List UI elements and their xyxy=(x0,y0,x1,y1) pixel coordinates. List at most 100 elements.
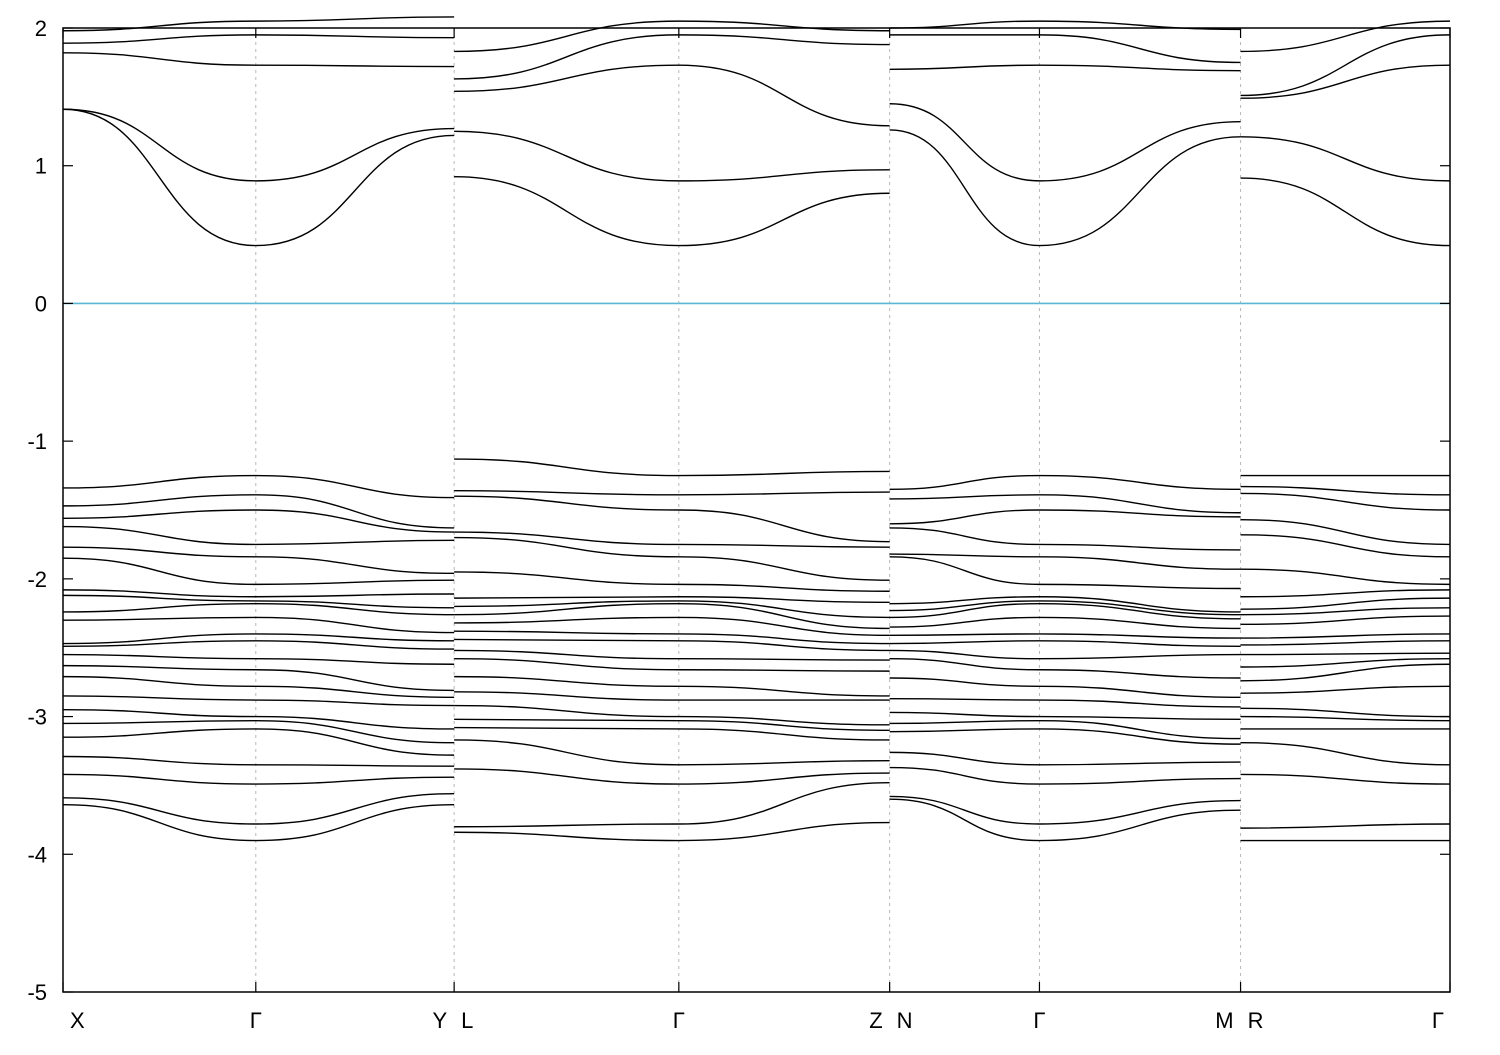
band-line xyxy=(454,600,890,619)
y-tick-label: 1 xyxy=(35,154,47,179)
band-line xyxy=(454,596,890,603)
band-line xyxy=(1240,773,1451,785)
band-line xyxy=(62,708,455,730)
band-line xyxy=(62,633,455,645)
band-line xyxy=(454,176,890,247)
y-axis: 2 1 0 -1 -2 -3 -4 -5 xyxy=(27,16,1450,1005)
band-line xyxy=(1240,518,1451,546)
k-point-label: M xyxy=(1215,1008,1233,1033)
k-point-label: Z xyxy=(869,1008,882,1033)
k-point-label: N xyxy=(897,1008,913,1033)
band-line xyxy=(1240,742,1451,766)
band-line xyxy=(454,602,890,630)
band-line xyxy=(454,531,890,548)
band-line xyxy=(889,795,1241,825)
k-point-label: Γ xyxy=(673,1008,685,1033)
band-line xyxy=(1240,597,1451,610)
band-line xyxy=(1240,663,1451,682)
band-line xyxy=(889,616,1241,630)
band-line xyxy=(62,675,455,698)
band-line xyxy=(62,509,455,533)
band-line xyxy=(889,697,1241,708)
band-line xyxy=(454,658,890,672)
band-line xyxy=(62,594,455,609)
band-line xyxy=(889,720,1241,740)
k-point-label: Y xyxy=(432,1008,447,1033)
band-line xyxy=(1240,715,1451,722)
band-line xyxy=(1240,658,1451,668)
band-line xyxy=(454,726,890,741)
band-line xyxy=(62,695,455,707)
y-tick-label: -3 xyxy=(27,705,47,730)
band-line xyxy=(62,525,455,546)
grid-layer xyxy=(255,28,1242,992)
band-line xyxy=(62,546,455,575)
band-line xyxy=(62,755,455,767)
band-line xyxy=(454,130,890,182)
band-line xyxy=(62,108,455,182)
k-point-label: Γ xyxy=(250,1008,262,1033)
band-line xyxy=(889,766,1241,785)
band-line xyxy=(889,751,1241,766)
y-tick-label: 2 xyxy=(35,16,47,41)
band-line xyxy=(889,527,1241,551)
band-line xyxy=(62,108,455,247)
band-line xyxy=(889,677,1241,698)
band-line xyxy=(62,616,455,634)
band-line xyxy=(454,718,890,732)
band-line xyxy=(1240,136,1451,182)
band-line xyxy=(62,474,455,499)
band-line xyxy=(1240,652,1451,656)
band-line xyxy=(1240,633,1451,639)
band-line xyxy=(889,658,1241,679)
band-line xyxy=(62,602,455,616)
band-line xyxy=(1240,615,1451,626)
k-point-label: L xyxy=(461,1008,473,1033)
y-tick-label: -5 xyxy=(27,980,47,1005)
band-line xyxy=(889,103,1241,182)
band-line xyxy=(454,64,890,127)
band-line xyxy=(889,34,1241,64)
plot-frame xyxy=(62,27,1451,993)
band-line xyxy=(1240,492,1451,511)
band-line xyxy=(889,494,1241,514)
band-line xyxy=(454,616,890,637)
band-line xyxy=(1240,685,1451,694)
band-line xyxy=(62,728,455,756)
band-line xyxy=(1240,20,1451,53)
y-tick-label: -4 xyxy=(27,842,47,867)
band-line xyxy=(889,728,1241,745)
band-line xyxy=(1240,568,1451,586)
band-line xyxy=(62,494,455,529)
band-line xyxy=(454,675,890,697)
band-line xyxy=(62,664,455,692)
k-point-label: Γ xyxy=(1033,1008,1045,1033)
band-line xyxy=(1240,707,1451,718)
band-line xyxy=(454,649,890,661)
band-line xyxy=(1240,34,1451,97)
bands-layer xyxy=(62,16,1451,842)
band-line xyxy=(454,821,890,842)
band-line xyxy=(889,596,1241,613)
band-line xyxy=(454,571,890,592)
band-line xyxy=(1240,640,1451,646)
band-line xyxy=(1240,485,1451,496)
band-line xyxy=(1240,64,1451,99)
band-line xyxy=(454,34,890,80)
band-line xyxy=(889,602,1241,620)
band-line xyxy=(889,798,1241,842)
band-line xyxy=(454,495,890,543)
y-tick-label: -1 xyxy=(27,429,47,454)
band-line xyxy=(889,600,1241,616)
band-line xyxy=(62,792,455,825)
band-line xyxy=(454,781,890,828)
band-line xyxy=(62,640,455,650)
y-tick-label: 0 xyxy=(35,291,47,316)
band-line xyxy=(454,490,890,496)
band-line xyxy=(889,129,1241,247)
band-line xyxy=(889,640,1241,648)
band-line xyxy=(1240,177,1451,247)
